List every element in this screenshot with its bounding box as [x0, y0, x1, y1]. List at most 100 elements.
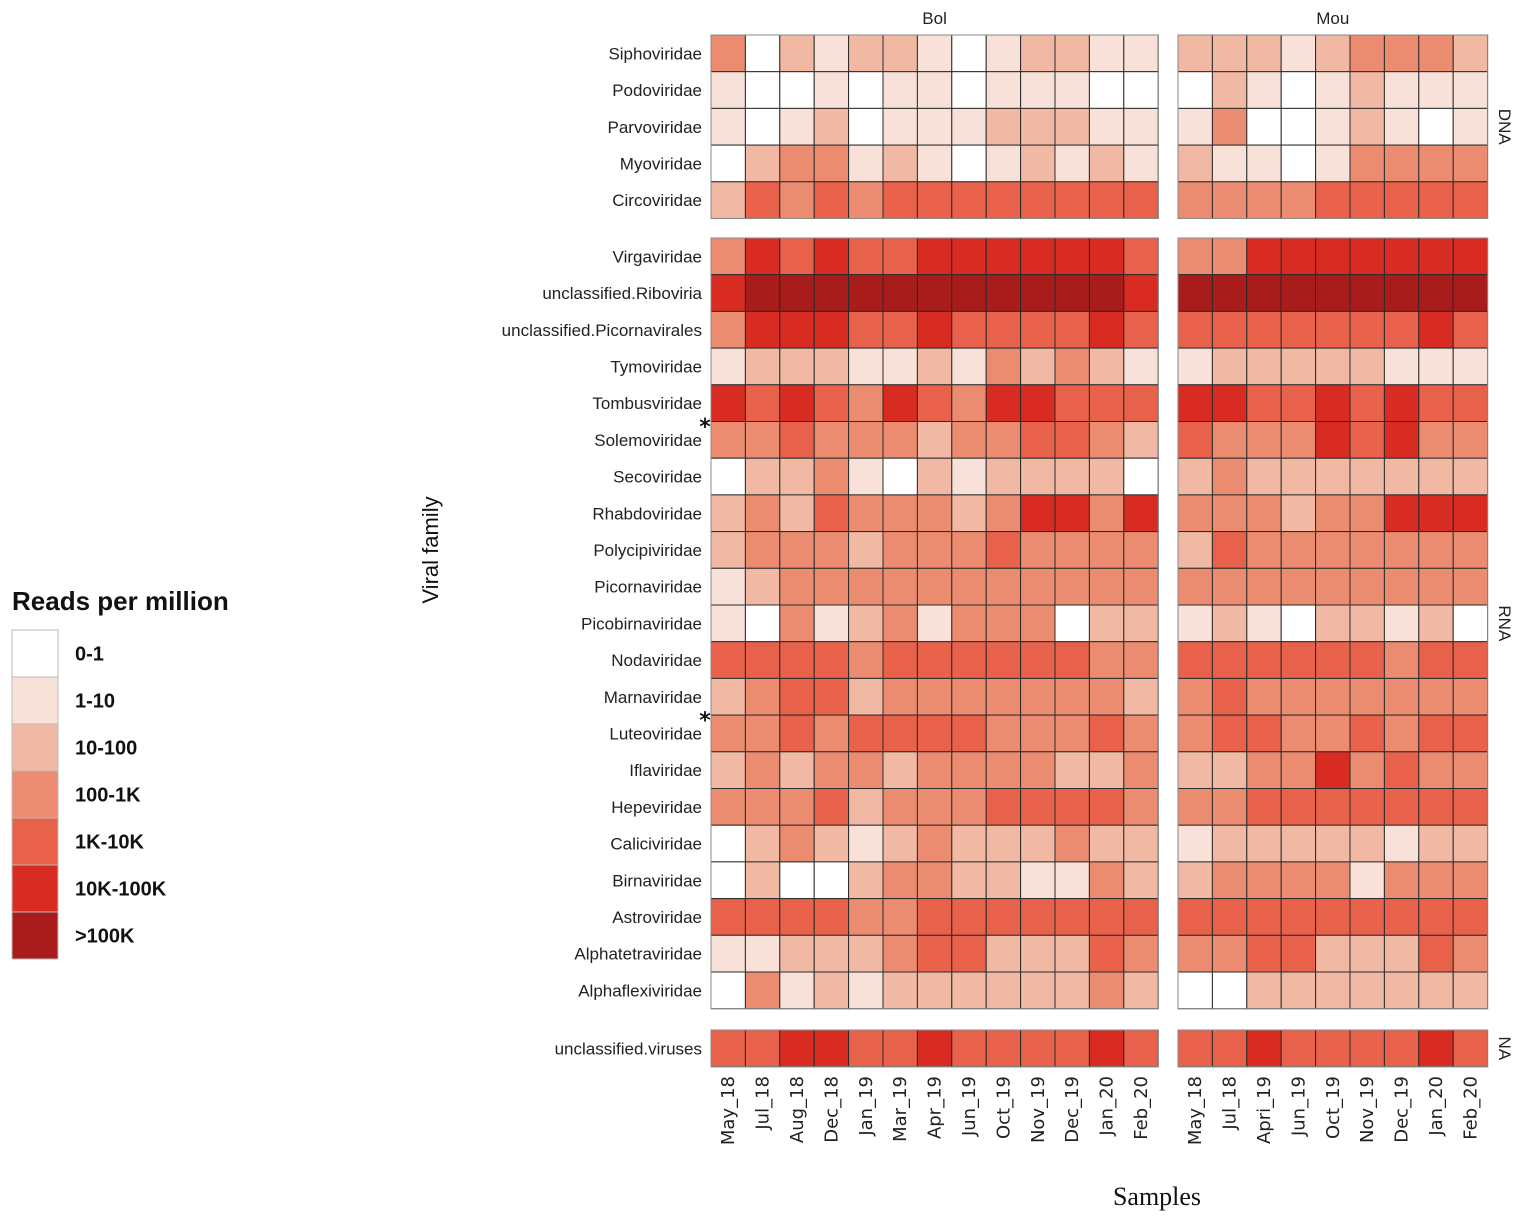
heatmap-cell	[710, 421, 746, 459]
heatmap-cell	[1383, 457, 1420, 496]
heatmap-cell	[916, 144, 953, 183]
heatmap-cell	[1020, 274, 1056, 312]
heatmap-cell	[779, 788, 815, 826]
heatmap-cell	[1211, 310, 1248, 349]
heatmap-cell	[1211, 144, 1248, 183]
heatmap-cell	[1088, 494, 1125, 533]
heatmap-cell	[916, 641, 953, 679]
heatmap-cell	[1246, 1029, 1282, 1068]
heatmap-cell	[916, 677, 953, 716]
heatmap-cell	[985, 347, 1022, 386]
heatmap-cell	[813, 421, 850, 459]
heatmap-cell	[1315, 384, 1351, 422]
heatmap-cell	[1418, 107, 1454, 146]
heatmap-cell	[951, 421, 987, 459]
x-tick-label: Oct_19	[1323, 1076, 1344, 1139]
heatmap-cell	[813, 310, 850, 349]
heatmap-cell	[813, 531, 850, 569]
heatmap-cell	[1177, 107, 1213, 146]
heatmap-cell	[882, 34, 918, 73]
heatmap-cell	[1054, 144, 1090, 183]
heatmap-cell	[1315, 641, 1351, 679]
heatmap-cell	[1020, 457, 1056, 496]
heatmap-cell	[985, 788, 1022, 826]
heatmap-cell	[985, 421, 1022, 459]
heatmap-cell	[1177, 494, 1213, 533]
heatmap-cell	[1054, 310, 1090, 349]
heatmap-cell	[848, 181, 884, 220]
legend-title: Reads per million	[12, 586, 229, 616]
heatmap-cell	[1211, 457, 1248, 496]
heatmap-cell	[813, 567, 850, 606]
heatmap-cell	[951, 274, 987, 312]
heatmap-cell	[744, 421, 781, 459]
heatmap-cell	[1452, 714, 1489, 753]
heatmap-cell	[1088, 71, 1125, 109]
heatmap-cell	[951, 714, 987, 753]
panel-border-na-bol	[710, 1029, 1159, 1068]
row-label-siphoviridae: Siphoviridae	[608, 44, 702, 63]
legend-swatch	[11, 676, 59, 725]
heatmap-cell	[1054, 714, 1090, 753]
heatmap-cell	[1383, 788, 1420, 826]
heatmap-cell	[710, 934, 746, 973]
heatmap-cell	[985, 934, 1022, 973]
heatmap-cell	[1383, 824, 1420, 863]
heatmap-cell	[1418, 237, 1454, 276]
heatmap-cell	[1054, 788, 1090, 826]
heatmap-cell	[1280, 181, 1317, 220]
heatmap-cell	[1418, 421, 1454, 459]
heatmap-cell	[916, 181, 953, 220]
heatmap-cell	[1123, 274, 1159, 312]
heatmap-cell	[848, 641, 884, 679]
heatmap-cell	[1349, 604, 1385, 643]
heatmap-cell	[779, 457, 815, 496]
heatmap-cell	[1088, 384, 1125, 422]
heatmap-cell	[1383, 898, 1420, 936]
heatmap-cell	[882, 934, 918, 973]
row-label-myoviridae: Myoviridae	[620, 154, 702, 173]
heatmap-cell	[951, 531, 987, 569]
heatmap-cell	[710, 751, 746, 789]
heatmap-cell	[1123, 604, 1159, 643]
heatmap-cell	[744, 788, 781, 826]
heatmap-cell	[1177, 934, 1213, 973]
heatmap-cell	[882, 274, 918, 312]
heatmap-cell	[1088, 898, 1125, 936]
heatmap-cell	[1349, 34, 1385, 73]
heatmap-cell	[1054, 861, 1090, 900]
heatmap-cell	[985, 641, 1022, 679]
heatmap-cell	[985, 898, 1022, 936]
heatmap-cell	[1020, 971, 1056, 1010]
legend-swatch	[11, 911, 59, 960]
heatmap-cell	[779, 421, 815, 459]
heatmap-cell	[744, 71, 781, 109]
heatmap-cell	[1349, 274, 1385, 312]
heatmap-cell	[916, 824, 953, 863]
x-tick-label: Jun_19	[959, 1076, 980, 1137]
heatmap-cell	[1349, 1029, 1385, 1068]
heatmap-cell	[1315, 531, 1351, 569]
heatmap-cell	[744, 1029, 781, 1068]
heatmap-cell	[1211, 971, 1248, 1010]
heatmap-cell	[1383, 144, 1420, 183]
heatmap-cell	[1315, 751, 1351, 789]
legend-label: >100K	[75, 926, 135, 948]
heatmap-cell	[779, 751, 815, 789]
heatmap-cell	[1177, 34, 1213, 73]
heatmap-cell	[1054, 898, 1090, 936]
heatmap-cell	[1418, 677, 1454, 716]
heatmap-cell	[779, 641, 815, 679]
heatmap-cell	[882, 347, 918, 386]
heatmap-cell	[1123, 421, 1159, 459]
heatmap-cell	[1246, 144, 1282, 183]
legend-label: 10-100	[75, 738, 137, 760]
heatmap-cell	[916, 457, 953, 496]
heatmap-cell	[779, 567, 815, 606]
heatmap-cell	[1054, 71, 1090, 109]
heatmap-cell	[744, 898, 781, 936]
heatmap-cell	[1280, 567, 1317, 606]
heatmap-cell	[1452, 861, 1489, 900]
legend-label: 100-1K	[75, 785, 141, 807]
heatmap-cell	[1418, 181, 1454, 220]
